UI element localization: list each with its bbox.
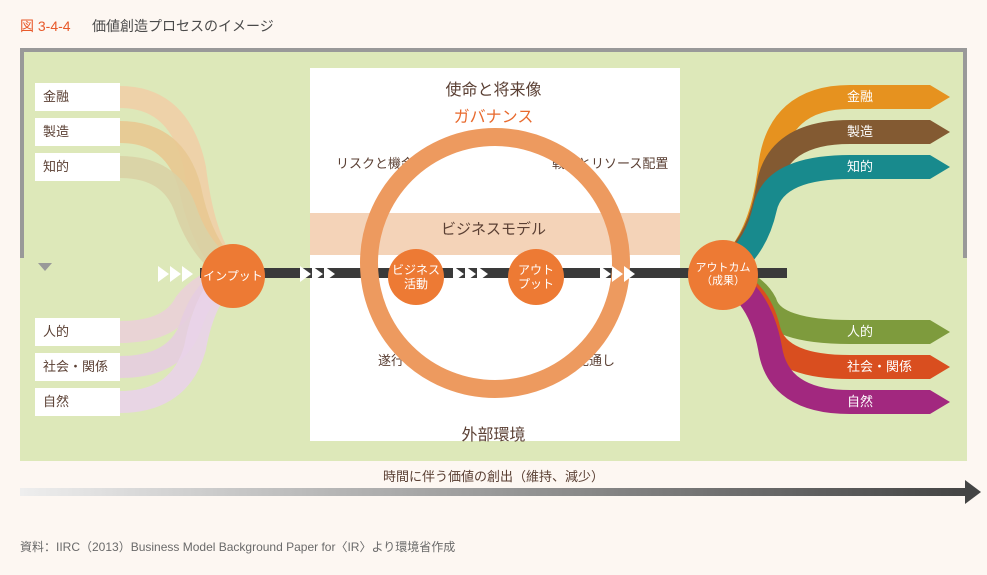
flow-chevrons-2 <box>300 266 336 287</box>
flow-chevrons-1 <box>158 266 194 287</box>
node-activities: ビジネス活動 <box>388 249 444 305</box>
capital-right-human: 人的 <box>839 318 927 346</box>
diagram-panel: 使命と将来像 ガバナンス ビジネスモデル 外部環境 リスクと機会 戦略とリソース… <box>20 48 967 461</box>
node-outcome: アウトカム（成果） <box>688 240 758 310</box>
capital-left-social: 社会・関係 <box>35 353 120 381</box>
time-axis-arrow <box>20 488 967 496</box>
node-output: アウトプット <box>508 249 564 305</box>
time-axis-label: 時間に伴う価値の創出（維持、減少） <box>383 466 604 485</box>
governance-label: ガバナンス <box>454 103 534 127</box>
capital-left-human: 人的 <box>35 318 120 346</box>
capital-right-social: 社会・関係 <box>839 353 927 381</box>
capital-left-manufactured: 製造 <box>35 118 120 146</box>
flow-chevrons-4 <box>600 266 636 287</box>
node-input: インプット <box>201 244 265 308</box>
external-env-label: 外部環境 <box>461 421 525 445</box>
capital-right-intellectual: 知的 <box>839 153 927 181</box>
capital-right-manufactured: 製造 <box>839 118 927 146</box>
capital-left-financial: 金融 <box>35 83 120 111</box>
figure-title: 価値創造プロセスのイメージ <box>92 16 274 36</box>
source-citation: 資料：IIRC（2013）Business Model Background P… <box>20 538 455 555</box>
capital-left-natural: 自然 <box>35 388 120 416</box>
figure-number: 図 3-4-4 <box>20 16 71 36</box>
capital-left-intellectual: 知的 <box>35 153 120 181</box>
capital-right-financial: 金融 <box>839 83 927 111</box>
capital-right-natural: 自然 <box>839 388 927 416</box>
mission-label: 使命と将来像 <box>445 76 541 100</box>
flow-chevrons-3 <box>453 266 489 287</box>
